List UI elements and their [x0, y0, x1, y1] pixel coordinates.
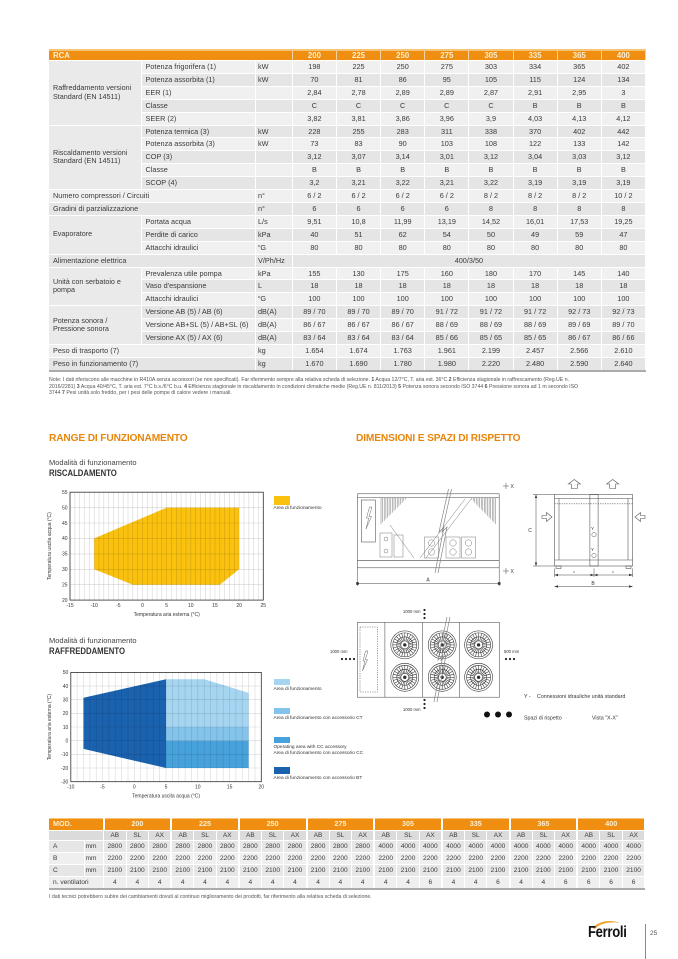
svg-text:5: 5 — [165, 603, 168, 609]
svg-text:0: 0 — [141, 603, 144, 609]
svg-text:30: 30 — [62, 567, 68, 573]
svg-text:20: 20 — [259, 785, 265, 791]
svg-text:≈: ≈ — [573, 570, 576, 575]
svg-text:-10: -10 — [91, 603, 98, 609]
svg-text:55: 55 — [62, 490, 68, 496]
svg-text:B: B — [591, 581, 595, 587]
svg-text:1000 mm: 1000 mm — [403, 609, 421, 614]
svg-text:Y: Y — [591, 547, 594, 552]
svg-text:Y: Y — [591, 526, 594, 531]
svg-text:Connessioni idrauliche unità s: Connessioni idrauliche unità standard — [537, 694, 625, 700]
svg-text:-10: -10 — [67, 785, 74, 791]
svg-text:X: X — [511, 569, 515, 575]
svg-text:20: 20 — [63, 711, 69, 717]
svg-text:50: 50 — [63, 670, 69, 676]
svg-text:500 mm: 500 mm — [504, 649, 520, 654]
svg-text:15: 15 — [227, 785, 233, 791]
svg-text:-15: -15 — [66, 603, 73, 609]
svg-text:C: C — [528, 528, 532, 534]
svg-text:0: 0 — [133, 785, 136, 791]
svg-text:Spazi di rispetto: Spazi di rispetto — [524, 716, 562, 722]
svg-text:-5: -5 — [100, 785, 105, 791]
svg-text:Temperatura aria esterna (°C): Temperatura aria esterna (°C) — [134, 612, 201, 618]
svg-text:30: 30 — [63, 698, 69, 704]
svg-text:5: 5 — [165, 785, 168, 791]
svg-text:Temperatura uscita acqua (°C): Temperatura uscita acqua (°C) — [47, 512, 53, 580]
svg-text:10: 10 — [195, 785, 201, 791]
svg-text:50: 50 — [62, 505, 68, 511]
svg-text:A: A — [426, 578, 430, 584]
svg-text:Y -: Y - — [524, 694, 531, 700]
svg-text:-20: -20 — [61, 766, 68, 772]
svg-text:20: 20 — [62, 598, 68, 604]
svg-text:1000 mm: 1000 mm — [330, 649, 348, 654]
svg-text:Vista "X-X": Vista "X-X" — [592, 716, 618, 722]
svg-text:-10: -10 — [61, 752, 68, 758]
svg-text:20: 20 — [236, 603, 242, 609]
svg-text:Temperatura uscita acqua (°C): Temperatura uscita acqua (°C) — [132, 794, 200, 800]
svg-text:Temperatura aria esterna (°C): Temperatura aria esterna (°C) — [47, 694, 53, 761]
svg-text:-30: -30 — [61, 780, 68, 786]
svg-text:25: 25 — [261, 603, 267, 609]
svg-text:40: 40 — [62, 536, 68, 542]
svg-text:35: 35 — [62, 552, 68, 558]
svg-text:≈: ≈ — [612, 570, 615, 575]
svg-text:15: 15 — [212, 603, 218, 609]
svg-text:1000 mm: 1000 mm — [403, 707, 421, 712]
svg-text:25: 25 — [62, 583, 68, 589]
svg-text:10: 10 — [188, 603, 194, 609]
svg-text:0: 0 — [66, 739, 69, 745]
svg-text:-5: -5 — [116, 603, 121, 609]
svg-text:45: 45 — [62, 521, 68, 527]
svg-text:X: X — [511, 484, 515, 490]
svg-text:10: 10 — [63, 725, 69, 731]
svg-text:40: 40 — [63, 684, 69, 690]
